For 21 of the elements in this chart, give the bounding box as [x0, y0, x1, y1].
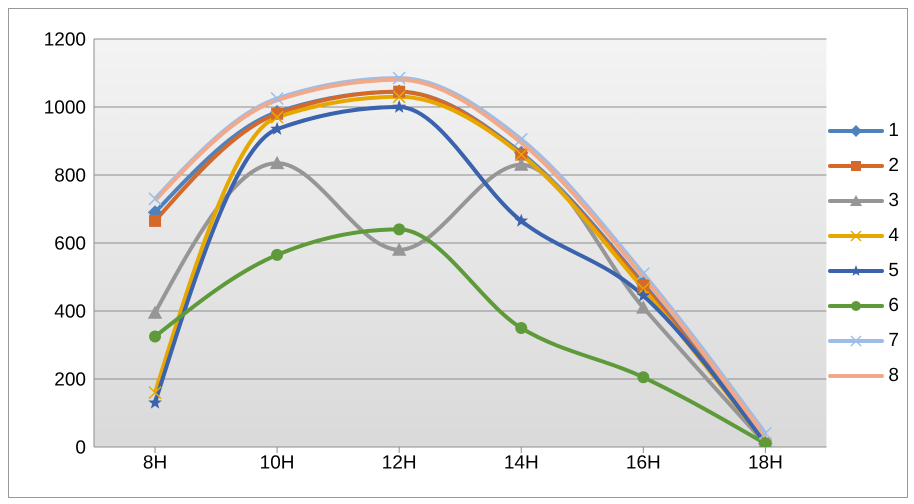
legend-label: 7: [888, 330, 899, 350]
y-tick-label: 1200: [44, 30, 86, 51]
x-tick-label: 8H: [142, 452, 168, 474]
legend-label: 2: [888, 154, 899, 176]
x-tick-label: 18H: [748, 452, 783, 474]
legend-label: 5: [888, 260, 899, 280]
legend-label: 4: [888, 224, 899, 246]
y-tick-label: 0: [75, 438, 86, 459]
y-tick-label: 600: [54, 234, 86, 255]
y-tick-label: 200: [54, 370, 86, 391]
legend-label: 3: [888, 190, 899, 210]
legend-label: 6: [888, 294, 899, 316]
legend-label: 8: [888, 364, 899, 386]
x-tick-label: 16H: [626, 452, 661, 474]
x-tick-label: 10H: [260, 452, 295, 474]
x-tick-label: 12H: [382, 452, 417, 474]
x-tick-label: 14H: [504, 452, 539, 474]
y-tick-label: 400: [54, 302, 86, 323]
legend-label: 1: [888, 120, 899, 140]
y-tick-label: 800: [54, 166, 86, 187]
y-tick-label: 1000: [44, 98, 86, 119]
